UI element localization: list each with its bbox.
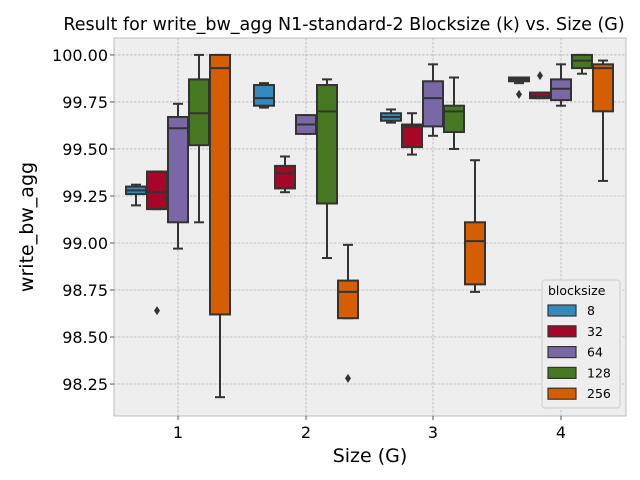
x-tick-label: 3	[428, 423, 438, 442]
legend-item-128: 128	[547, 365, 611, 380]
box-128-size-4	[571, 53, 593, 75]
y-tick-label: 99.75	[62, 93, 108, 112]
box-body	[316, 84, 338, 205]
legend-label: 128	[587, 365, 611, 380]
y-axis: 98.25 98.50 98.75 99.00 99.25 99.50 99.75 100.0…	[52, 46, 114, 394]
box-body	[274, 164, 296, 190]
legend-swatch	[547, 346, 577, 359]
box-body	[422, 80, 444, 128]
legend-label: 32	[587, 324, 603, 339]
box-body	[401, 123, 423, 149]
legend-item-32: 32	[547, 324, 603, 339]
y-tick-label: 99.00	[62, 234, 108, 253]
y-tick-label: 98.75	[62, 281, 108, 300]
box-8-size-2	[253, 82, 275, 109]
legend-item-256: 256	[547, 386, 611, 401]
x-axis: 1 2 3 4	[173, 416, 566, 442]
box-256-size-4	[592, 59, 614, 182]
y-axis-label: write_bw_agg	[16, 162, 38, 292]
box-body	[209, 53, 231, 316]
legend-label: 256	[587, 386, 611, 401]
box-8-size-4	[508, 76, 530, 99]
outlier-point	[154, 306, 160, 316]
box-body	[253, 84, 275, 107]
legend-item-64: 64	[547, 345, 603, 360]
y-tick-label: 99.50	[62, 140, 108, 159]
x-tick-label: 4	[556, 423, 566, 442]
legend-label: 64	[587, 345, 603, 360]
box-body	[592, 63, 614, 113]
box-32-size-3	[401, 112, 423, 156]
y-tick-label: 99.25	[62, 187, 108, 206]
legend-title: blocksize	[548, 283, 606, 298]
box-128-size-2	[316, 78, 338, 260]
x-tick-label: 1	[173, 423, 183, 442]
outlier-point	[345, 373, 351, 383]
box-32-size-1	[146, 170, 168, 316]
y-tick-label: 98.25	[62, 375, 108, 394]
box-body	[337, 279, 359, 320]
legend-item-8: 8	[547, 303, 595, 318]
outlier-point	[516, 89, 522, 99]
box-128-size-1	[188, 53, 210, 224]
legend: blocksize 8 32 64 128 256	[541, 279, 621, 409]
box-body	[146, 170, 168, 211]
chart-title: Result for write_bw_agg N1-standard-2 Bl…	[63, 15, 624, 35]
x-axis-label: Size (G)	[333, 445, 408, 467]
y-tick-label: 100.00	[52, 46, 108, 65]
box-32-size-2	[274, 155, 296, 194]
outlier-point	[537, 71, 543, 81]
legend-swatch	[547, 366, 577, 379]
legend-swatch	[547, 387, 577, 400]
box-64-size-3	[422, 63, 444, 137]
boxes	[125, 53, 614, 399]
box-256-size-3	[464, 159, 486, 293]
box-256-size-1	[209, 53, 231, 399]
legend-label: 8	[587, 303, 595, 318]
box-body	[443, 104, 465, 134]
box-64-size-2	[295, 114, 317, 135]
box-256-size-2	[337, 243, 359, 383]
box-8-size-1	[125, 183, 147, 207]
x-tick-label: 2	[301, 423, 311, 442]
box-64-size-4	[550, 63, 572, 107]
box-8-size-3	[380, 108, 402, 124]
box-128-size-3	[443, 76, 465, 150]
box-body	[167, 115, 189, 224]
box-body	[464, 221, 486, 286]
box-64-size-1	[167, 102, 189, 250]
legend-swatch	[547, 325, 577, 338]
y-tick-label: 98.50	[62, 328, 108, 347]
legend-swatch	[547, 304, 577, 317]
